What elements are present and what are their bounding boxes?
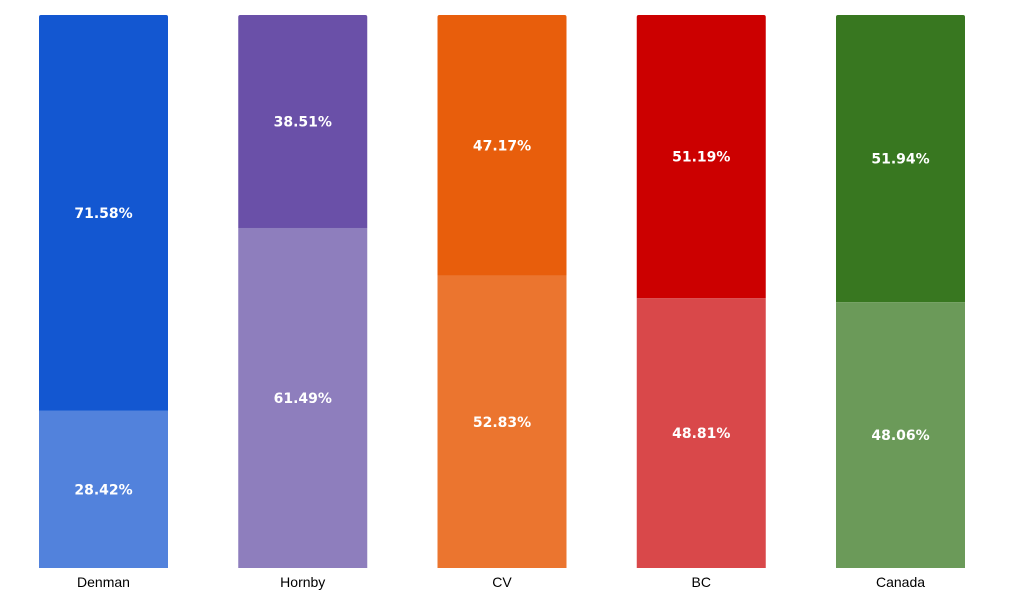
bar-segment-bottom-denman [39,410,168,568]
data-label-bottom-bc: 48.81% [672,426,730,442]
data-label-top-bc: 51.19% [672,150,730,166]
bar-segment-top-hornby [238,15,368,228]
bar-segment-top-denman [39,15,168,411]
category-label-canada: Canada [876,574,925,590]
category-label-bc: BC [692,574,711,590]
category-labels-group: Denman Hornby CV BC Canada [77,574,925,590]
bars-group [39,15,965,568]
segment-labels-group: 71.58% 28.42% 38.51% 61.49% 47.17% 52.83% 51.1… [74,114,929,498]
bar-segment-bottom-canada [836,302,965,568]
bar-segment-bottom-hornby [238,227,368,568]
bar-segment-top-bc [636,15,766,299]
data-label-bottom-denman: 28.42% [74,482,132,498]
category-label-denman: Denman [77,574,130,590]
data-label-bottom-hornby: 61.49% [274,391,332,407]
data-label-top-cv: 47.17% [473,138,531,154]
bar-segment-top-cv [437,15,567,276]
category-label-cv: CV [492,574,512,590]
bar-segment-top-canada [836,15,965,303]
data-label-top-denman: 71.58% [74,206,132,222]
bar-segment-bottom-bc [636,298,766,568]
data-label-top-canada: 51.94% [871,152,929,168]
data-label-bottom-canada: 48.06% [871,428,929,444]
data-label-top-hornby: 38.51% [274,114,332,130]
bar-segment-bottom-cv [437,275,567,568]
data-label-bottom-cv: 52.83% [473,415,531,431]
category-label-hornby: Hornby [280,574,325,590]
